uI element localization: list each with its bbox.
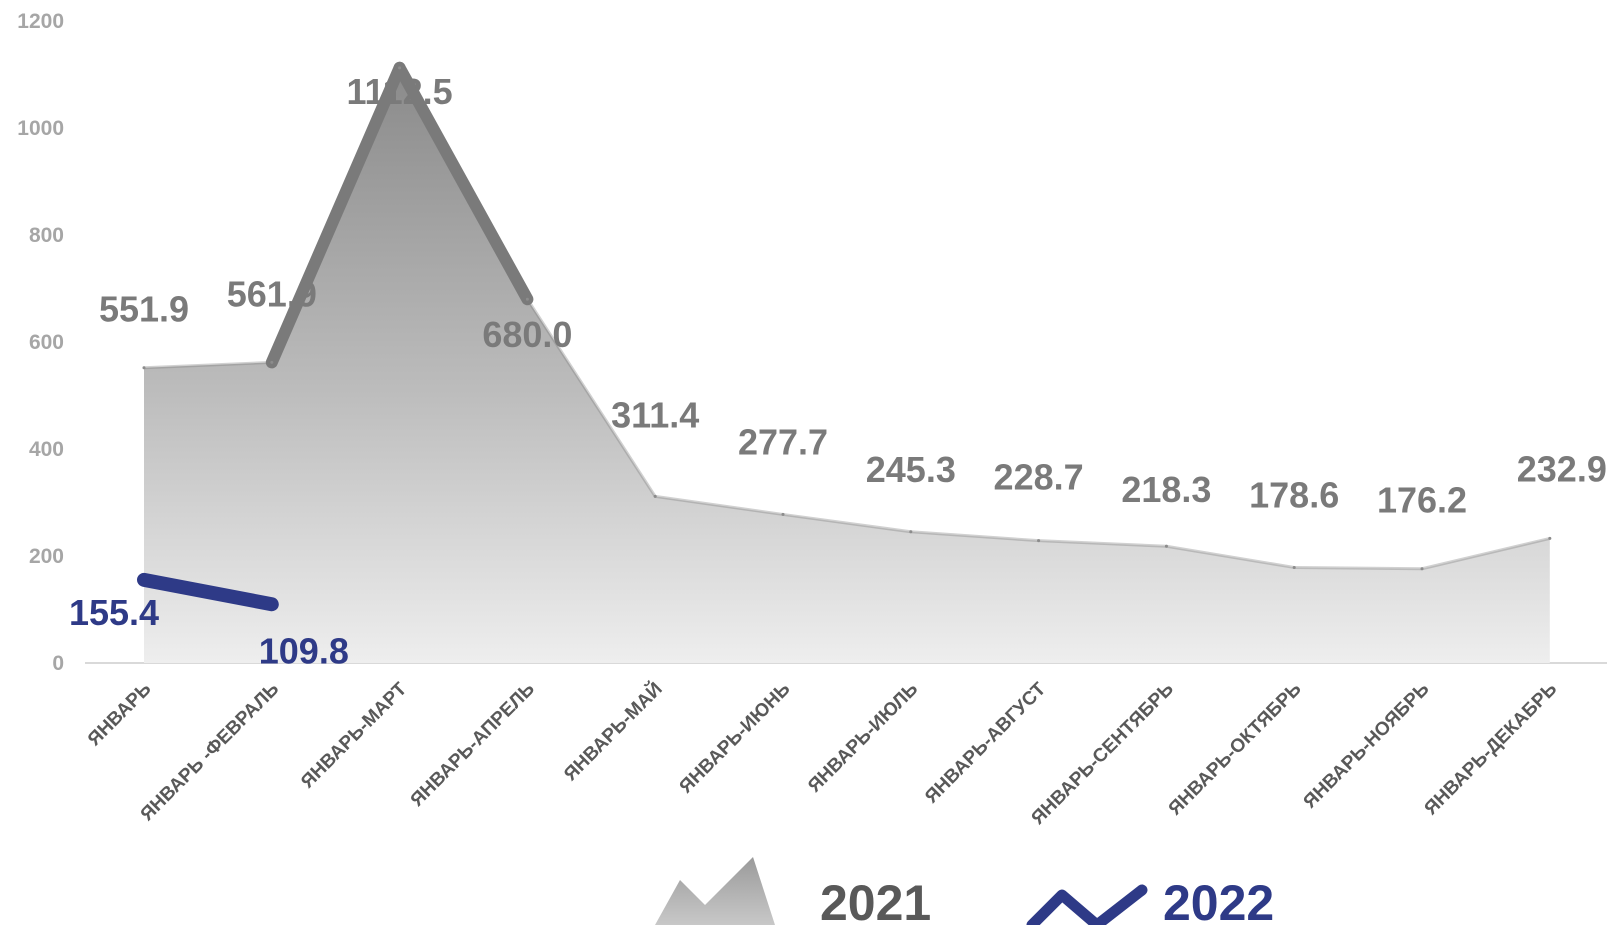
point-2021	[1037, 539, 1041, 543]
point-2021	[781, 512, 785, 516]
data-label-2021: 245.3	[866, 449, 956, 490]
line-2022-path	[137, 572, 279, 612]
data-label-2021: 561.9	[227, 273, 317, 314]
data-label-2021: 1112.5	[347, 71, 453, 112]
data-label-2021: 228.7	[994, 457, 1084, 498]
area-2021-edge	[142, 360, 274, 370]
y-tick-label: 0	[52, 652, 64, 675]
x-tick-label: ЯНВАРЬ-НОЯБРЬ	[1300, 679, 1434, 813]
point-2021	[653, 494, 657, 498]
x-tick-label: ЯНВАРЬ-ДЕКАБРЬ	[1421, 679, 1562, 820]
series-2021-area	[142, 61, 1552, 663]
area-2021-edge	[265, 61, 406, 369]
data-labels: 551.9 561.9 1112.5 680.0 311.4 277.7 245.3 228.…	[69, 71, 1607, 671]
x-tick-label: ЯНВАРЬ	[84, 679, 156, 751]
data-label-2022: 155.4	[69, 592, 159, 633]
data-label-2021: 311.4	[611, 394, 699, 435]
legend-2022-swatch	[1026, 884, 1148, 925]
area-2021-edge	[393, 61, 534, 306]
data-label-2021: 551.9	[99, 289, 189, 330]
legend-2021-swatch	[655, 857, 775, 925]
y-tick-label: 600	[29, 331, 64, 354]
data-label-2021: 232.9	[1517, 448, 1607, 489]
area-2021-edge	[525, 297, 657, 498]
x-tick-label: ЯНВАРЬ-ИЮЛЬ	[804, 679, 922, 797]
legend-2021-label: 2021	[820, 875, 931, 925]
x-tick-label: ЯНВАРЬ-СЕНТЯБРЬ	[1028, 679, 1178, 829]
point-2021	[525, 297, 529, 301]
y-tick-label: 400	[29, 438, 64, 461]
data-label-2021: 218.3	[1121, 469, 1211, 510]
point-2021	[398, 66, 402, 70]
point-2021	[270, 360, 274, 364]
area-2021-edge	[1420, 536, 1552, 571]
y-tick-label: 1000	[17, 117, 64, 140]
area-2021-edge	[1037, 539, 1168, 548]
series-2022-line	[137, 572, 279, 612]
y-tick-label: 1200	[17, 10, 64, 33]
y-tick-label: 200	[29, 545, 64, 568]
area-2021-fill	[144, 67, 1550, 663]
data-label-2021: 176.2	[1377, 480, 1467, 521]
y-tick-label: 800	[29, 224, 64, 247]
y-axis: 0 200 400 600 800 1000 1200	[17, 10, 64, 675]
x-tick-label: ЯНВАРЬ-АПРЕЛЬ	[407, 679, 539, 811]
point-2021	[909, 530, 913, 534]
x-tick-label: ЯНВАРЬ-ИЮНЬ	[676, 679, 795, 798]
point-2021	[1420, 567, 1424, 571]
point-2021	[142, 366, 146, 370]
legend-2022-label: 2022	[1163, 875, 1274, 925]
x-tick-label: ЯНВАРЬ-МАРТ	[297, 678, 411, 792]
point-2021	[1164, 544, 1168, 548]
area-2021-edge	[1292, 565, 1424, 571]
x-tick-label: ЯНВАРЬ-АВГУСТ	[921, 678, 1050, 807]
legend: 2021 2022	[655, 857, 1274, 925]
x-tick-label: ЯНВАРЬ-МАЙ	[559, 678, 666, 785]
data-label-2021: 277.7	[738, 421, 828, 462]
data-label-2022: 109.8	[259, 630, 349, 671]
x-tick-label: ЯНВАРЬ -ФЕВРАЛЬ	[137, 679, 284, 826]
point-2021	[1548, 536, 1552, 540]
point-2021	[1292, 565, 1296, 569]
area-2021-edge	[781, 512, 913, 534]
data-label-2021: 680.0	[482, 314, 572, 355]
area-2021-edge	[909, 530, 1041, 543]
area-2021-edge	[1164, 544, 1296, 569]
data-label-2021: 178.6	[1249, 474, 1339, 515]
x-tick-label: ЯНВАРЬ-ОКТЯБРЬ	[1165, 679, 1306, 820]
area-2021-edge	[653, 494, 785, 516]
